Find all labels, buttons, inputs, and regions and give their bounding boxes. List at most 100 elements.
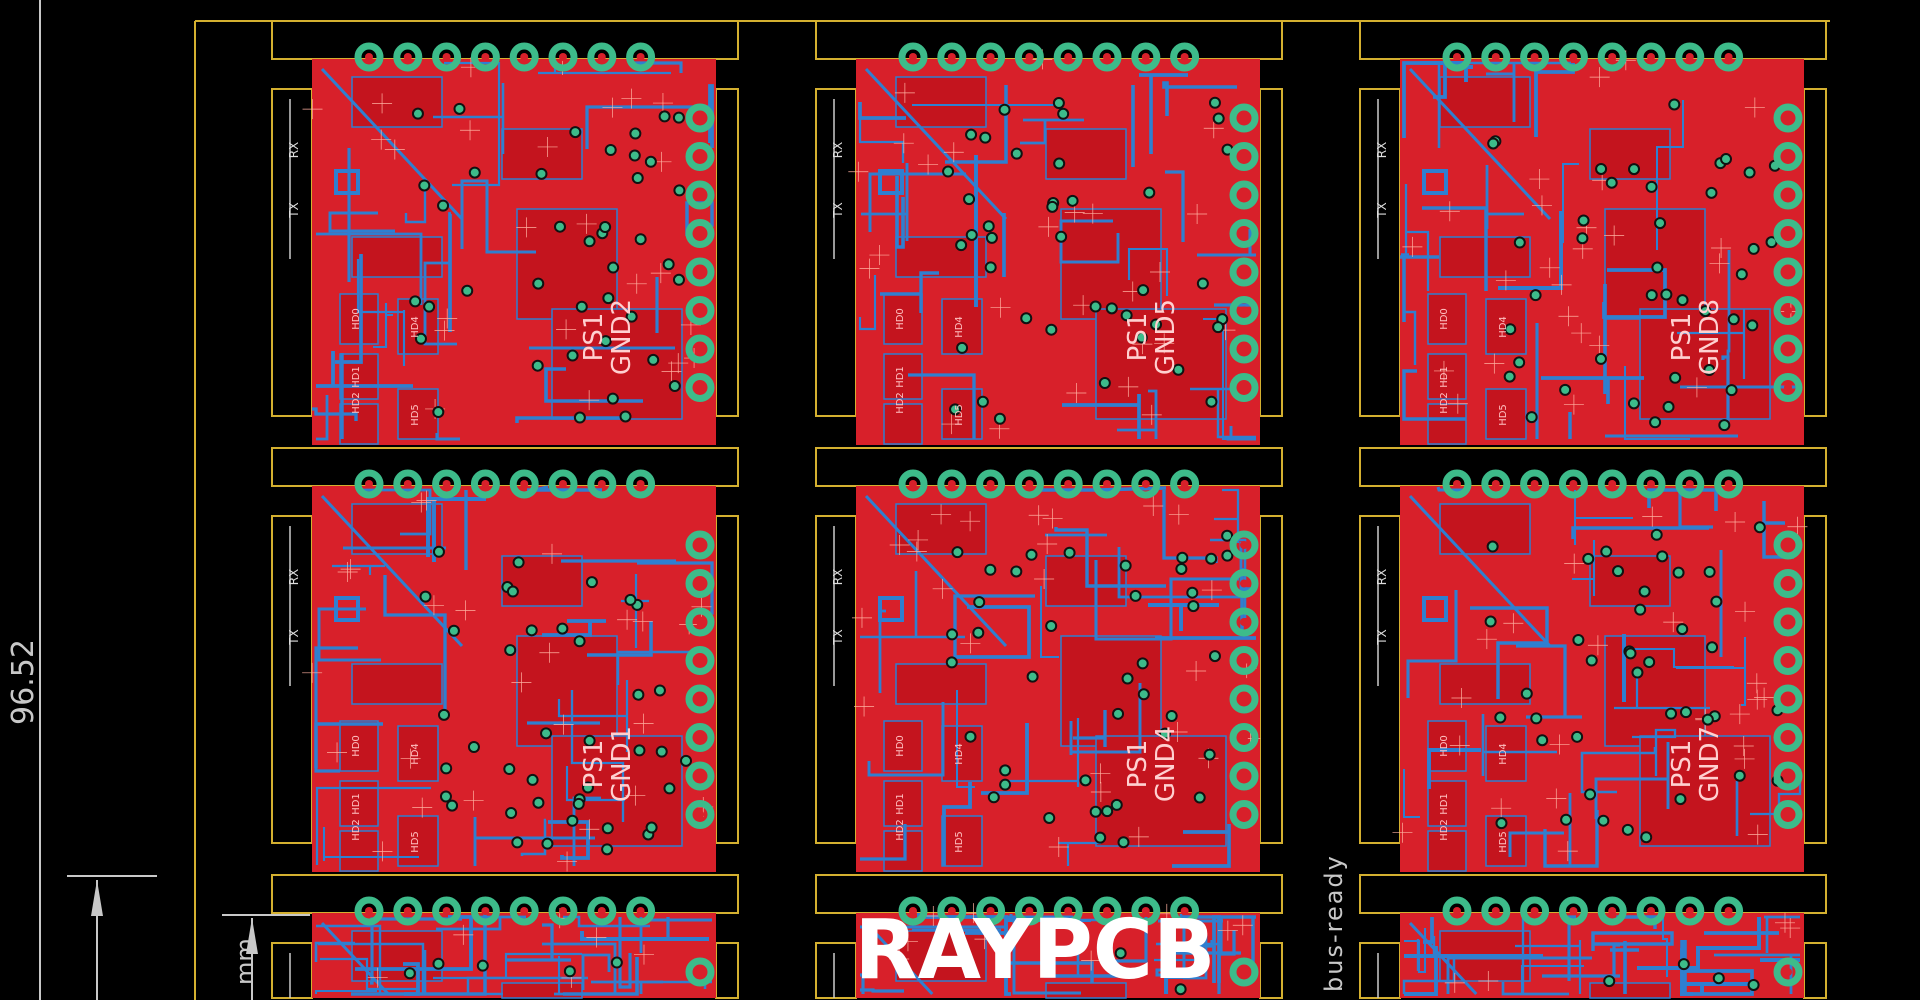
via (1703, 565, 1716, 578)
origin-marker (943, 142, 964, 163)
through-hole-pad (470, 42, 500, 72)
origin-marker (1081, 950, 1102, 971)
origin-marker (340, 559, 361, 580)
pad-hole (696, 579, 704, 588)
rx-label: RX (831, 569, 845, 586)
trace (1165, 170, 1185, 242)
component-pad (883, 780, 923, 827)
via (535, 167, 548, 180)
via (963, 193, 976, 206)
component-pad (516, 635, 618, 747)
via (1196, 951, 1209, 964)
through-hole-pad (470, 896, 500, 926)
pcb-board[interactable] (1359, 874, 1827, 999)
origin-marker (602, 97, 623, 118)
via (1053, 157, 1066, 170)
origin-marker (1780, 918, 1801, 939)
origin-marker (586, 927, 607, 948)
component-pad (1485, 388, 1527, 440)
origin-marker (423, 595, 444, 616)
pad-hole (696, 191, 704, 199)
component-label: HD0 (895, 308, 906, 330)
component-label: HD5 (954, 831, 965, 853)
via (982, 220, 995, 233)
origin-marker (1143, 495, 1164, 516)
pcb-board[interactable] (271, 874, 739, 999)
trace (585, 105, 712, 149)
origin-marker (1551, 274, 1572, 295)
via (1208, 650, 1221, 663)
through-hole-pad (1597, 469, 1627, 499)
panel-rail (1359, 447, 1827, 487)
origin-marker (1754, 687, 1775, 708)
pad-hole (1724, 53, 1733, 61)
pad-hole (986, 907, 995, 915)
component-pad (1427, 830, 1467, 872)
pad-hole (520, 53, 529, 61)
via (1577, 214, 1590, 227)
component-label: HD2 (351, 392, 362, 414)
through-hole-pad (685, 257, 715, 287)
trace (860, 973, 865, 994)
tx-label: TX (1375, 629, 1389, 646)
pcb-board[interactable] (815, 874, 1283, 999)
trace (328, 211, 395, 233)
origin-marker (1735, 601, 1756, 622)
via (1703, 364, 1716, 377)
pad-hole (1608, 907, 1617, 915)
via (583, 734, 596, 747)
via (1089, 805, 1102, 818)
pad-hole (696, 268, 704, 276)
pad-hole (597, 907, 606, 915)
side-frame-left (271, 88, 313, 417)
component-label: HD0 (351, 308, 362, 330)
origin-marker (1558, 306, 1579, 327)
pad-hole (1530, 907, 1539, 915)
pad-hole (1453, 480, 1461, 488)
through-hole-pad (587, 42, 617, 72)
via (601, 822, 614, 835)
side-frame-right (1803, 88, 1827, 417)
via (672, 111, 685, 124)
side-text: bus-ready (1320, 854, 1348, 992)
origin-marker (652, 93, 673, 114)
through-hole-pad (1170, 896, 1200, 926)
component-pad (1427, 403, 1467, 445)
pad-hole (1240, 656, 1248, 665)
trace (864, 494, 1008, 648)
rx-label: RX (287, 142, 301, 159)
origin-marker (384, 139, 405, 160)
pad-hole (1784, 306, 1792, 315)
origin-marker (455, 600, 476, 621)
through-hole-pad (1229, 257, 1259, 287)
trace (1591, 931, 1674, 951)
trace (616, 650, 696, 685)
component-pad (1427, 353, 1467, 400)
origin-marker (1503, 613, 1524, 634)
trace (880, 271, 939, 313)
pad-hole (1141, 53, 1150, 61)
through-hole-pad (1558, 469, 1588, 499)
through-hole-pad (1053, 896, 1083, 926)
pad-hole (1784, 695, 1792, 703)
trace (448, 212, 452, 332)
origin-marker (367, 967, 388, 988)
side-frame-left (1359, 88, 1401, 417)
origin-marker (302, 99, 323, 120)
through-hole-pad (1597, 42, 1627, 72)
trace (1481, 714, 1557, 776)
trace (557, 680, 629, 752)
origin-marker (1733, 735, 1754, 756)
via (946, 628, 959, 641)
side-frame-left (815, 515, 857, 844)
trace (1610, 941, 1639, 994)
via (503, 763, 516, 776)
pad-hole (696, 968, 704, 976)
